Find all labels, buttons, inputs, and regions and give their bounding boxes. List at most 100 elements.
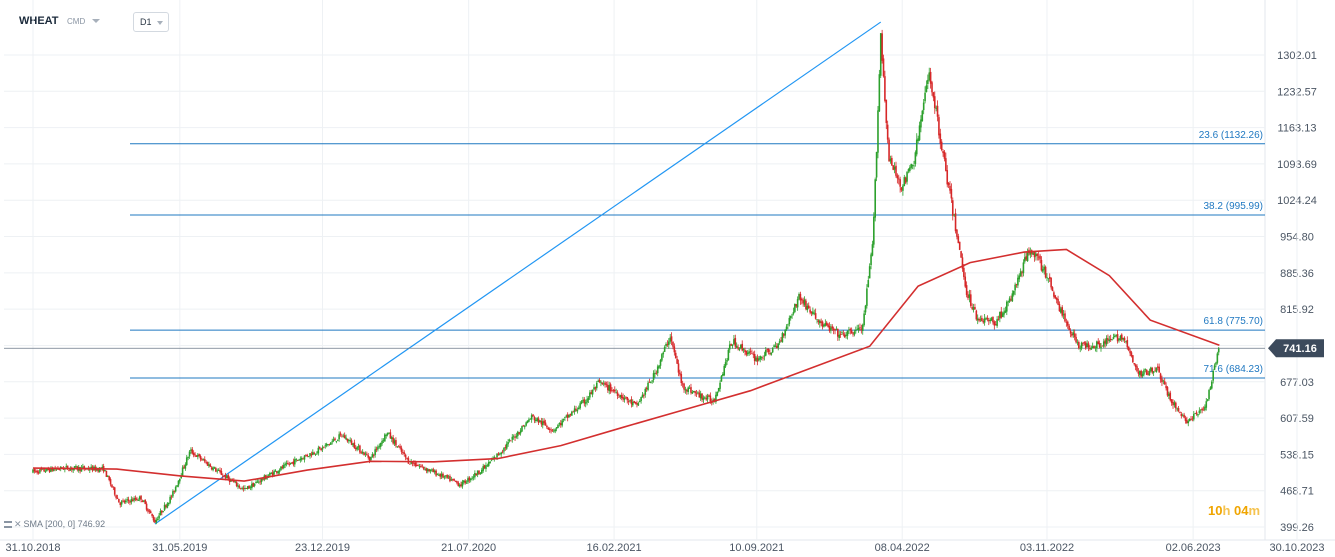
candle-body [221, 475, 224, 477]
candle-body [643, 395, 645, 396]
candle-body [140, 495, 142, 500]
candle-body [325, 443, 328, 446]
sma-line[interactable] [32, 248, 1220, 482]
candle-body [199, 456, 202, 460]
candle-body [215, 468, 217, 472]
candle-body [789, 315, 792, 319]
candle-body [212, 467, 214, 471]
menu-icon[interactable] [4, 521, 12, 528]
candle-body [579, 403, 581, 409]
candle-body [431, 469, 433, 471]
candle-body [226, 475, 228, 479]
candle-body [874, 179, 877, 218]
candle-body [372, 454, 375, 456]
candle-body [859, 327, 861, 329]
candle-body [553, 430, 555, 432]
candle-body [1035, 253, 1037, 257]
candle-body [257, 481, 260, 483]
candle-body [529, 418, 532, 420]
candle-body [238, 486, 241, 488]
candle-body [741, 343, 744, 351]
candle-body [978, 318, 980, 321]
candle-body [1001, 313, 1004, 317]
candle-body [123, 501, 126, 503]
candle-body [589, 392, 591, 398]
candle-body [169, 496, 171, 503]
candle-body [377, 446, 379, 450]
candle-body [152, 516, 155, 521]
candle-body [44, 471, 47, 473]
candle-body [291, 462, 293, 464]
candle-body [270, 473, 273, 474]
timeframe-select[interactable]: D1 [133, 12, 169, 32]
candle-body [1104, 340, 1106, 344]
candle-body [471, 477, 473, 479]
candle-body [1170, 399, 1173, 403]
candle-body [173, 490, 176, 492]
candle-body [133, 498, 135, 501]
candle-body [478, 470, 480, 474]
candle-body [974, 307, 976, 310]
candle-body [943, 151, 946, 159]
candle-body [568, 414, 570, 418]
candle-body [1165, 385, 1167, 389]
candle-body [406, 458, 408, 459]
candle-body [1147, 373, 1149, 375]
candle-body [947, 182, 950, 186]
candle-body [282, 465, 285, 469]
candle-body [1089, 348, 1091, 349]
candle-body [737, 347, 739, 349]
candle-body [389, 432, 392, 439]
candle-body [936, 105, 939, 117]
candle-body [40, 468, 43, 470]
candle-body [533, 417, 536, 421]
candle-body [684, 389, 687, 391]
candle-body [151, 514, 153, 517]
candle-body [350, 440, 353, 445]
candle-body [239, 487, 242, 489]
candle-body [241, 487, 243, 489]
candle-body [512, 436, 515, 438]
candle-body [420, 466, 422, 468]
candle-body [514, 436, 516, 438]
candle-body [104, 470, 106, 472]
candle-body [1152, 371, 1155, 373]
candle-body [985, 318, 987, 320]
candle-body [223, 475, 225, 477]
candle-body [555, 427, 558, 429]
candle-body [433, 470, 436, 473]
candle-body [256, 481, 259, 483]
candle-body [942, 151, 944, 154]
candle-body [274, 470, 277, 472]
candle-body [699, 393, 702, 399]
candle-body [1127, 346, 1130, 351]
candle-body [306, 455, 309, 457]
candle-body [734, 338, 737, 347]
candle-body [501, 451, 504, 453]
countdown-minutes: 04 [1234, 503, 1249, 518]
candle-body [273, 471, 275, 475]
candle-body [421, 465, 424, 467]
close-icon[interactable]: ✕ [14, 519, 22, 529]
candle-body [735, 345, 738, 348]
candle-body [115, 495, 117, 498]
candle-body [332, 439, 335, 441]
candle-body [537, 418, 540, 423]
candle-body [650, 382, 652, 384]
candle-body [1177, 408, 1180, 412]
candle-body [483, 465, 486, 469]
candle-body [961, 257, 964, 269]
candle-body [1078, 342, 1080, 349]
trend-line[interactable] [154, 21, 882, 525]
candle-body [776, 345, 778, 349]
candle-body [618, 396, 620, 398]
candle-body [931, 82, 933, 93]
chevron-down-icon[interactable] [92, 19, 100, 23]
candle-body [656, 366, 659, 374]
candle-body [460, 484, 462, 487]
candle-body [976, 318, 979, 321]
chevron-down-icon [157, 21, 163, 25]
symbol-name[interactable]: WHEAT [19, 15, 59, 27]
candle-body [303, 455, 306, 460]
